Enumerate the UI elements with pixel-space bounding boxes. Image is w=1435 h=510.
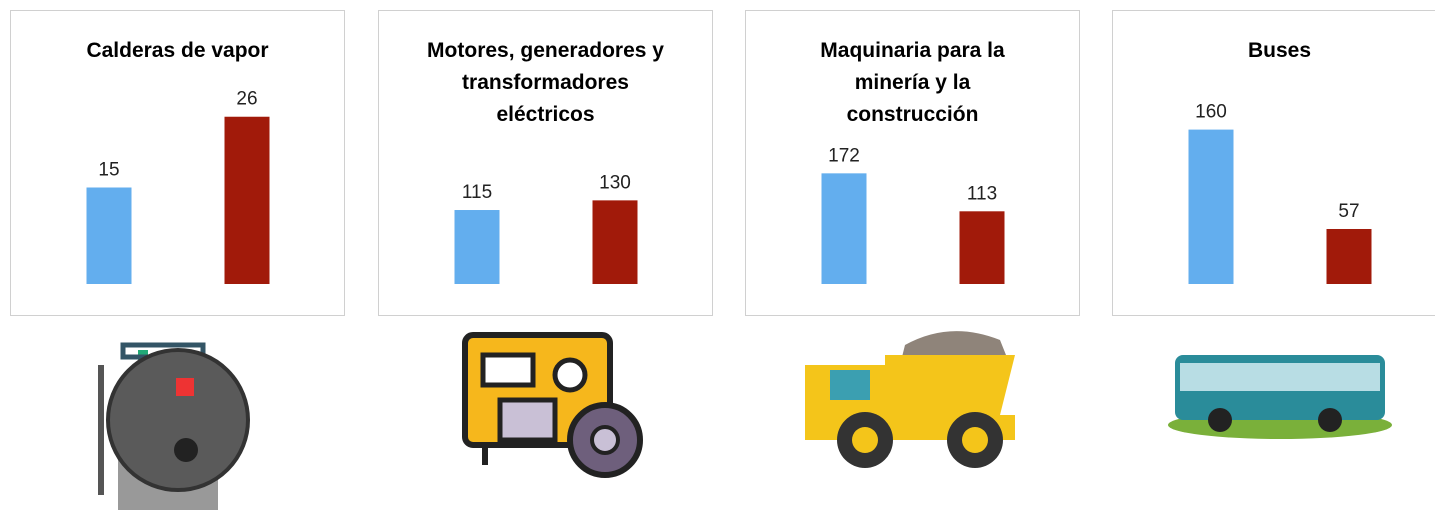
value-label: 26 [236,89,257,110]
bar [87,188,132,285]
bar [1189,130,1234,284]
truck-icon [800,325,1025,470]
value-label: 57 [1338,201,1359,222]
plot: 172 113 [746,11,1081,317]
generator-icon [455,325,655,505]
plot: 160 57 [1113,11,1435,317]
chart-panel: Motores, generadores y transformadores e… [378,10,713,316]
chart-panel: Maquinaria para la minería y la construc… [745,10,1080,316]
bar [822,173,867,284]
value-label: 130 [599,172,631,193]
page: Calderas de vapor1526Motores, generadore… [0,0,1435,510]
value-label: 172 [828,145,860,166]
bar [455,210,500,284]
value-label: 113 [967,183,997,204]
bar [593,200,638,284]
value-label: 15 [98,160,119,181]
value-label: 160 [1195,102,1227,123]
bar [225,117,270,284]
boiler-icon [78,325,258,510]
bar [1327,229,1372,284]
bar [960,211,1005,284]
plot: 115 130 [379,11,714,317]
bus-icon [1165,325,1395,445]
value-label: 115 [462,182,492,203]
